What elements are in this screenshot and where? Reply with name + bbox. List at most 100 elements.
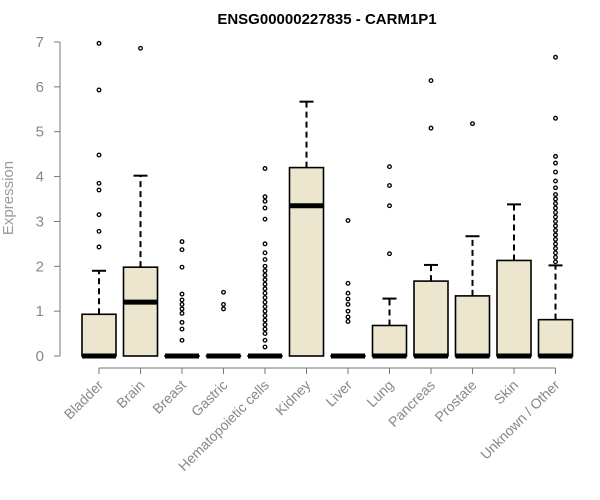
outlier-point [262,290,268,296]
outlier-point [345,314,351,320]
x-tick-label: Liver [322,377,355,410]
x-tick-label: Prostate [431,377,479,425]
outlier-point [553,205,558,211]
outlier-point [179,319,185,325]
outlier-point [138,45,143,51]
outlier-point [262,194,268,200]
y-axis: 0 1 2 3 4 5 6 7 [36,34,61,365]
x-tick-label: Brain [113,377,147,411]
outlier-point [345,290,351,296]
chart-title: ENSG00000227835 - CARM1P1 [217,11,436,28]
outlier-point [345,218,351,223]
outlier-point [345,296,351,302]
outlier-point [262,250,268,256]
outlier-point [262,344,268,350]
x-tick-label: Lung [363,377,396,410]
y-tick-label: 1 [36,303,44,320]
outlier-point [470,121,475,127]
outlier-point [262,241,268,247]
outlier-point [262,308,268,314]
outlier-point [262,304,268,310]
x-tick-label: Skin [491,377,522,408]
box-brain [122,45,159,357]
outlier-point [179,264,185,270]
outlier-point [221,289,226,295]
x-tick-label: Breast [149,377,189,417]
outlier-point [387,183,392,188]
y-tick-label: 2 [36,258,44,275]
y-tick-label: 6 [36,79,44,96]
outlier-point [553,115,558,121]
box-gastric [205,289,242,359]
outlier-point [553,160,558,166]
outlier-point [179,326,185,332]
outlier-point [428,78,434,84]
y-tick-label: 3 [36,213,44,230]
outlier-point [553,241,558,247]
outlier-point [345,319,351,324]
outlier-point [262,337,268,343]
outlier-point [387,251,392,257]
y-axis-label: Expression [0,161,17,235]
box-breast [164,239,200,359]
outlier-point [96,212,102,218]
outlier-point [262,295,268,301]
outlier-point [96,228,102,234]
outlier-point [387,164,392,170]
outlier-point [553,178,558,184]
outlier-point [262,277,268,283]
outlier-point [553,245,558,251]
outlier-point [553,210,558,215]
iqr-box [371,324,408,357]
outlier-point [262,326,268,332]
box-skin [496,203,532,359]
outlier-point [553,201,558,206]
outlier-point [553,153,558,159]
outlier-point [345,280,351,286]
iqr-box [454,295,491,357]
outlier-point [96,180,102,186]
outlier-point [553,196,558,202]
box-group [81,40,574,359]
outlier-point [262,198,268,204]
box-prostate [454,121,491,359]
outlier-point [262,317,268,323]
box-kidney [288,100,325,357]
outlier-point [262,263,268,269]
outlier-point [262,331,268,337]
outlier-point [553,223,558,229]
x-tick-label: Kidney [272,377,314,419]
outlier-point [221,301,226,307]
outlier-point [553,250,558,256]
outlier-point [553,259,558,265]
iqr-box [413,280,449,357]
outlier-point [179,310,185,316]
x-tick-label: Bladder [61,377,107,423]
outlier-point [345,301,351,307]
outlier-point [553,218,558,224]
outlier-point [387,203,392,209]
outlier-point [553,192,558,197]
box-liver [330,218,366,359]
iqr-box [288,166,325,357]
box-hematopoietic-cells [247,166,283,359]
outlier-point [179,337,185,343]
outlier-point [96,244,102,250]
outlier-point [345,308,351,314]
outlier-point [553,254,558,260]
outlier-point [428,125,434,131]
outlier-point [179,291,185,297]
outlier-point [262,299,268,305]
outlier-point [262,268,268,274]
y-tick-label: 7 [36,34,44,51]
x-tick-label: Unknown / Other [477,377,563,463]
iqr-box [122,266,159,357]
box-unknown-other [537,54,574,359]
outlier-point [221,306,226,312]
box-lung [371,164,408,359]
iqr-box [496,259,532,357]
outlier-point [262,281,268,287]
outlier-point [262,257,268,263]
